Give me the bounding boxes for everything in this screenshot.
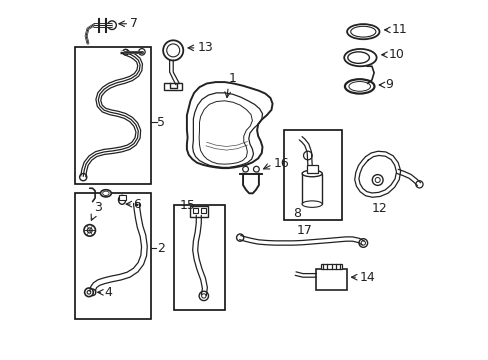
Circle shape xyxy=(166,44,179,57)
Circle shape xyxy=(87,291,91,294)
Bar xyxy=(302,174,322,204)
Circle shape xyxy=(303,151,311,160)
Bar xyxy=(306,165,317,173)
Text: 8: 8 xyxy=(293,207,301,220)
Ellipse shape xyxy=(350,26,375,37)
Text: 9: 9 xyxy=(385,78,392,91)
Ellipse shape xyxy=(344,49,376,66)
Bar xyxy=(164,83,182,90)
Bar xyxy=(118,195,125,200)
Circle shape xyxy=(201,294,205,298)
Bar xyxy=(174,205,224,310)
Circle shape xyxy=(236,234,244,241)
Circle shape xyxy=(371,175,382,185)
Circle shape xyxy=(84,225,95,236)
Text: 12: 12 xyxy=(370,202,386,215)
Ellipse shape xyxy=(347,52,368,63)
Circle shape xyxy=(415,181,422,188)
Text: 1: 1 xyxy=(228,72,236,85)
Ellipse shape xyxy=(118,195,125,204)
Bar xyxy=(75,193,151,319)
Circle shape xyxy=(87,228,92,233)
Bar xyxy=(320,264,342,269)
Circle shape xyxy=(80,174,87,181)
Text: 13: 13 xyxy=(197,41,213,54)
Text: 5: 5 xyxy=(157,116,165,129)
Ellipse shape xyxy=(302,170,322,177)
Text: 3: 3 xyxy=(94,201,102,214)
Text: 6: 6 xyxy=(133,198,141,211)
Text: 16: 16 xyxy=(273,157,289,170)
Circle shape xyxy=(139,49,145,55)
Text: 2: 2 xyxy=(157,242,164,255)
Circle shape xyxy=(107,21,116,30)
Ellipse shape xyxy=(346,24,379,39)
Text: 7: 7 xyxy=(130,17,138,30)
Circle shape xyxy=(122,49,128,55)
Circle shape xyxy=(361,241,365,245)
Text: 4: 4 xyxy=(104,286,112,299)
Circle shape xyxy=(84,288,93,297)
Circle shape xyxy=(199,291,208,301)
Circle shape xyxy=(163,40,183,60)
Circle shape xyxy=(374,177,380,183)
Circle shape xyxy=(242,166,248,172)
Ellipse shape xyxy=(348,82,370,91)
Bar xyxy=(75,47,151,184)
Bar xyxy=(190,206,207,217)
Circle shape xyxy=(358,239,367,247)
Text: 14: 14 xyxy=(359,271,374,284)
Circle shape xyxy=(89,289,96,296)
Text: 17: 17 xyxy=(296,224,311,237)
Text: 15: 15 xyxy=(179,199,195,212)
Bar xyxy=(193,208,198,213)
Bar xyxy=(316,269,346,290)
Bar xyxy=(200,208,205,213)
Circle shape xyxy=(363,82,370,89)
Text: 10: 10 xyxy=(387,48,404,61)
Ellipse shape xyxy=(302,201,322,207)
Text: 11: 11 xyxy=(390,23,407,36)
Ellipse shape xyxy=(101,190,111,197)
Ellipse shape xyxy=(102,191,109,195)
Bar xyxy=(284,130,341,220)
Ellipse shape xyxy=(344,79,374,94)
Circle shape xyxy=(253,166,259,172)
